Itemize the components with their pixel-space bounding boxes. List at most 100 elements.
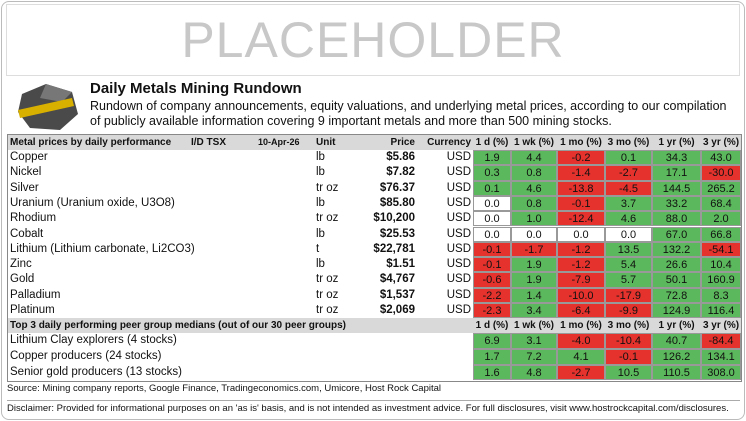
metal-name: Gold bbox=[10, 273, 35, 286]
currency: USD bbox=[446, 258, 471, 271]
column-header: 1 d (%) bbox=[475, 137, 509, 148]
header-row bbox=[8, 318, 741, 334]
change-cell: -0.2 bbox=[557, 150, 605, 166]
change-cell: -7.9 bbox=[557, 272, 605, 288]
change-cell: -12.4 bbox=[557, 211, 605, 227]
change-cell: -1.7 bbox=[511, 241, 557, 258]
column-header: 3 yr (%) bbox=[702, 320, 740, 332]
change-cell: 160.9 bbox=[701, 272, 741, 288]
change-cell: 34.3 bbox=[652, 150, 701, 166]
change-cell: -2.2 bbox=[473, 287, 511, 303]
price: $76.37 bbox=[379, 181, 415, 194]
change-cell: 0.8 bbox=[511, 165, 557, 181]
change-cell: 0.0 bbox=[473, 211, 511, 227]
change-cell: 110.5 bbox=[652, 364, 701, 381]
change-cell: 7.2 bbox=[511, 349, 557, 365]
change-cell: 265.2 bbox=[701, 180, 741, 196]
change-cell: 4.1 bbox=[557, 349, 605, 365]
currency: USD bbox=[446, 181, 471, 194]
column-header: 1 mo (%) bbox=[560, 137, 602, 148]
change-cell: 17.1 bbox=[652, 165, 701, 181]
change-cell: -30.0 bbox=[701, 165, 741, 181]
change-cell: -0.1 bbox=[473, 257, 511, 273]
change-cell: 72.8 bbox=[652, 287, 701, 303]
change-cell: -0.1 bbox=[605, 349, 652, 365]
column-header: 1 mo (%) bbox=[560, 320, 602, 332]
change-cell: -2.7 bbox=[557, 364, 605, 381]
placeholder: PLACEHOLDER bbox=[6, 4, 740, 76]
change-cell: 126.2 bbox=[652, 349, 701, 365]
change-cell: -0.1 bbox=[473, 241, 511, 258]
unit: tr oz bbox=[316, 273, 339, 286]
currency: USD bbox=[446, 227, 471, 240]
column-header: 1 wk (%) bbox=[513, 320, 554, 332]
peer-group: Copper producers (24 stocks) bbox=[10, 350, 162, 362]
metal-name: Rhodium bbox=[10, 212, 57, 225]
column-header: 3 mo (%) bbox=[607, 320, 650, 332]
change-cell: 0.0 bbox=[557, 226, 605, 242]
change-cell: -4.0 bbox=[557, 333, 605, 349]
change-cell: 3.7 bbox=[605, 195, 652, 212]
logo bbox=[18, 84, 78, 130]
change-cell: 13.5 bbox=[605, 241, 652, 258]
currency: USD bbox=[446, 151, 471, 163]
unit: lb bbox=[316, 151, 325, 163]
metal-name: Uranium (Uranium oxide, U3O8) bbox=[10, 196, 175, 209]
change-cell: -17.9 bbox=[605, 287, 652, 303]
metal-name: Lithium (Lithium carbonate, Li2CO3) bbox=[10, 242, 195, 255]
change-cell: -0.6 bbox=[473, 272, 511, 288]
change-cell: 67.0 bbox=[652, 226, 701, 242]
currency: USD bbox=[446, 288, 471, 301]
price: $2,069 bbox=[379, 304, 415, 316]
change-cell: 10.4 bbox=[701, 257, 741, 273]
change-cell: 116.4 bbox=[701, 303, 741, 319]
change-cell: 132.2 bbox=[652, 241, 701, 258]
column-header: Currency bbox=[427, 137, 471, 148]
peer-group: Lithium Clay explorers (4 stocks) bbox=[10, 334, 177, 347]
change-cell: 66.8 bbox=[701, 226, 741, 242]
change-cell: 124.9 bbox=[652, 303, 701, 319]
change-cell: 0.0 bbox=[473, 226, 511, 242]
column-header: 1 yr (%) bbox=[658, 320, 695, 332]
change-cell: 26.6 bbox=[652, 257, 701, 273]
change-cell: 1.6 bbox=[473, 364, 511, 381]
change-cell: 4.4 bbox=[511, 150, 557, 166]
change-cell: -4.5 bbox=[605, 180, 652, 196]
column-header: 3 yr (%) bbox=[702, 137, 740, 148]
price: $22,781 bbox=[373, 242, 415, 255]
change-cell: -2.7 bbox=[605, 165, 652, 181]
column-header: 1 d (%) bbox=[475, 320, 509, 332]
change-cell: -10.0 bbox=[557, 287, 605, 303]
unit: lb bbox=[316, 258, 325, 271]
metal-name: Copper bbox=[10, 151, 48, 163]
price: $25.53 bbox=[379, 227, 415, 240]
price: $4,767 bbox=[379, 273, 415, 286]
price: $7.82 bbox=[386, 166, 415, 179]
column-header: 3 mo (%) bbox=[607, 137, 650, 148]
column-header: Metal prices by daily performance bbox=[10, 137, 172, 148]
change-cell: 0.1 bbox=[473, 180, 511, 196]
currency: USD bbox=[446, 212, 471, 225]
change-cell: 0.0 bbox=[605, 226, 652, 242]
metal-name: Palladium bbox=[10, 288, 61, 301]
change-cell: -1.4 bbox=[557, 165, 605, 181]
source: Source: Mining company reports, Google F… bbox=[7, 383, 442, 394]
change-cell: -54.1 bbox=[701, 241, 741, 258]
title: Daily Metals Mining Rundown bbox=[90, 80, 302, 97]
metal-name: Platinum bbox=[10, 304, 55, 316]
change-cell: 8.3 bbox=[701, 287, 741, 303]
change-cell: -6.4 bbox=[557, 303, 605, 319]
change-cell: 10.5 bbox=[605, 364, 652, 381]
change-cell: 134.1 bbox=[701, 349, 741, 365]
change-cell: 308.0 bbox=[701, 364, 741, 381]
column-header: I/D TSX bbox=[191, 137, 227, 148]
change-cell: 1.4 bbox=[511, 287, 557, 303]
metal-name: Cobalt bbox=[10, 227, 44, 240]
change-cell: -84.4 bbox=[701, 333, 741, 349]
change-cell: 1.0 bbox=[511, 211, 557, 227]
column-header: 1 wk (%) bbox=[513, 137, 554, 148]
change-cell: 1.9 bbox=[473, 150, 511, 166]
change-cell: 3.1 bbox=[511, 333, 557, 349]
peer-group: Senior gold producers (13 stocks) bbox=[10, 365, 182, 378]
